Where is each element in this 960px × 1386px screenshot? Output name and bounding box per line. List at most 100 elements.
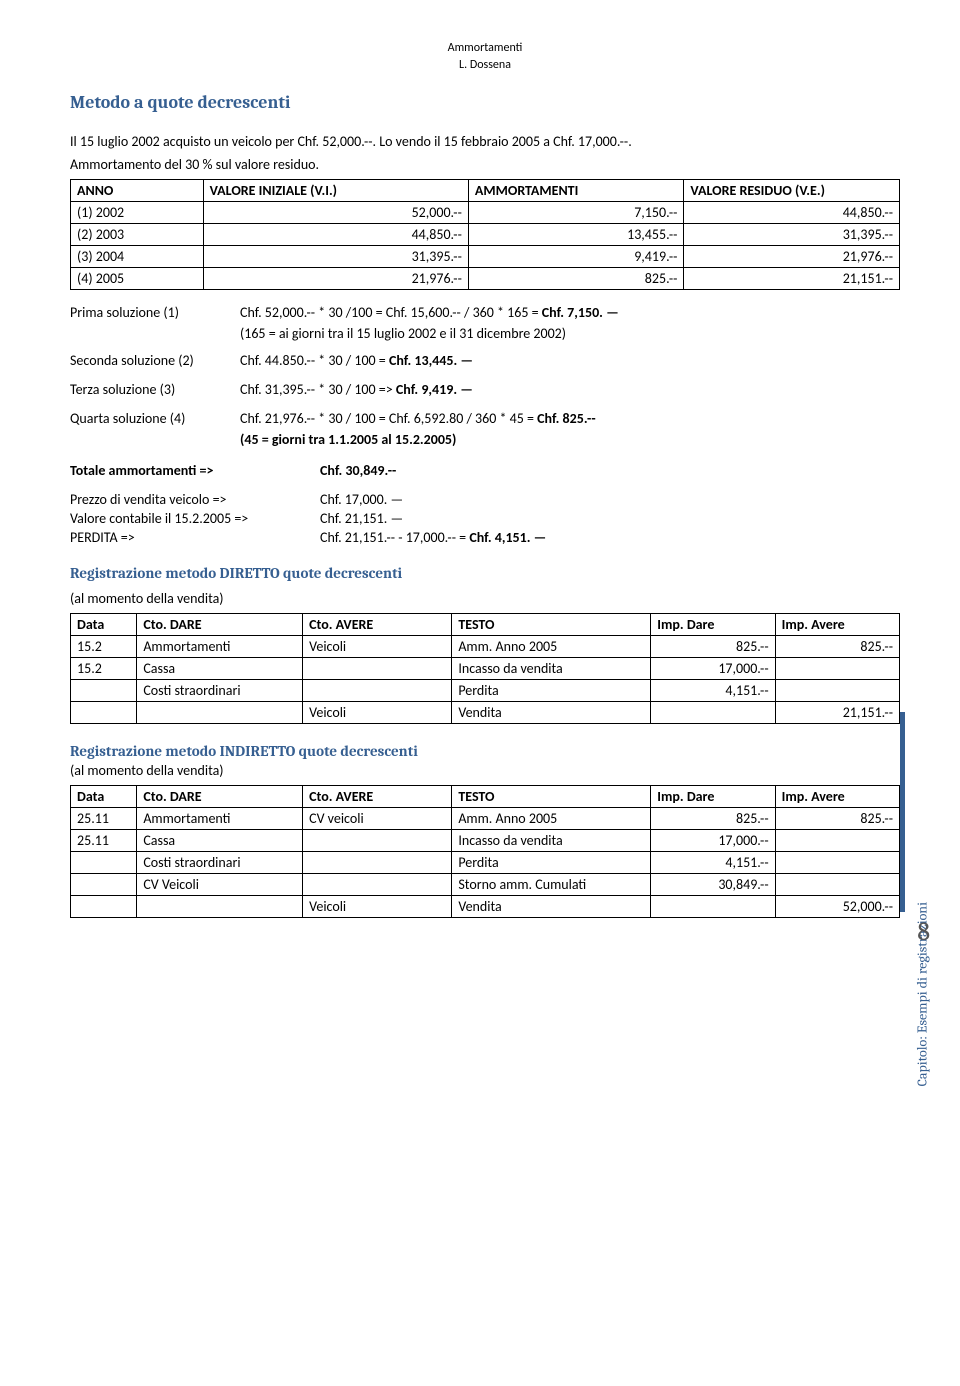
table-row: (3) 200431,395.--9,419.--21,976.-- bbox=[71, 245, 900, 267]
table-row: VeicoliVendita 21,151.-- bbox=[71, 701, 900, 723]
table-cell: Cassa bbox=[137, 657, 303, 679]
table-cell bbox=[775, 851, 899, 873]
sol4-text: Chf. 21,976.-- * 30 / 100 = Chf. 6,592.8… bbox=[240, 410, 900, 427]
sol4-note: (45 = giorni tra 1.1.2005 al 15.2.2005) bbox=[240, 431, 900, 448]
table-cell: 25.11 bbox=[71, 829, 137, 851]
table-cell bbox=[71, 679, 137, 701]
diretto-table: DataCto. DARECto. AVERETESTOImp. DareImp… bbox=[70, 613, 900, 724]
table-header: Cto. AVERE bbox=[303, 785, 452, 807]
note-diretto: (al momento della vendita) bbox=[70, 590, 900, 607]
table-cell bbox=[775, 657, 899, 679]
table-cell: CV Veicoli bbox=[137, 873, 303, 895]
table-row: (2) 200344,850.--13,455.--31,395.-- bbox=[71, 223, 900, 245]
amortization-table: ANNOVALORE INIZIALE (V.I.)AMMORTAMENTIVA… bbox=[70, 179, 900, 290]
table-row: 25.11Cassa Incasso da vendita17,000.-- bbox=[71, 829, 900, 851]
table-header: Imp. Avere bbox=[775, 613, 899, 635]
table-cell: 13,455.-- bbox=[468, 223, 684, 245]
table-cell: 52,000.-- bbox=[203, 201, 468, 223]
table-cell: 825.-- bbox=[651, 807, 775, 829]
table-cell: 21,976.-- bbox=[203, 267, 468, 289]
indiretto-table: DataCto. DARECto. AVERETESTOImp. DareImp… bbox=[70, 785, 900, 918]
table-cell: Ammortamenti bbox=[137, 635, 303, 657]
table-header: Imp. Avere bbox=[775, 785, 899, 807]
table-cell: Vendita bbox=[452, 895, 651, 917]
table-cell bbox=[71, 701, 137, 723]
side-accent-bar bbox=[900, 712, 905, 912]
table-cell: Incasso da vendita bbox=[452, 829, 651, 851]
table-cell: Storno amm. Cumulati bbox=[452, 873, 651, 895]
table-cell: Costi straordinari bbox=[137, 851, 303, 873]
table-cell: (1) 2002 bbox=[71, 201, 204, 223]
table-cell: (4) 2005 bbox=[71, 267, 204, 289]
table-cell: (3) 2004 bbox=[71, 245, 204, 267]
table-cell bbox=[775, 679, 899, 701]
page-title: Metodo a quote decrescenti bbox=[70, 92, 900, 113]
table-header: VALORE INIZIALE (V.I.) bbox=[203, 179, 468, 201]
table-row: Costi straordinariPerdita4,151.-- bbox=[71, 679, 900, 701]
table-cell bbox=[651, 701, 775, 723]
table-row: 15.2AmmortamentiVeicoliAmm. Anno 2005825… bbox=[71, 635, 900, 657]
tot2-val: Chf. 17,000. — bbox=[320, 491, 900, 508]
intro-1: Il 15 luglio 2002 acquisto un veicolo pe… bbox=[70, 133, 900, 150]
table-cell bbox=[71, 851, 137, 873]
tot1-label: Totale ammortamenti => bbox=[70, 462, 320, 479]
table-cell: 17,000.-- bbox=[651, 829, 775, 851]
table-cell bbox=[303, 873, 452, 895]
doc-header: Ammortamenti L. Dossena bbox=[70, 40, 900, 74]
table-header: VALORE RESIDUO (V.E.) bbox=[684, 179, 900, 201]
table-cell: 21,151.-- bbox=[775, 701, 899, 723]
table-cell: 825.-- bbox=[651, 635, 775, 657]
table-cell: 44,850.-- bbox=[203, 223, 468, 245]
table-cell: 4,151.-- bbox=[651, 679, 775, 701]
table-row: VeicoliVendita52,000.-- bbox=[71, 895, 900, 917]
header-line1: Ammortamenti bbox=[70, 40, 900, 57]
table-cell: 31,395.-- bbox=[684, 223, 900, 245]
solutions-block: Prima soluzione (1) Chf. 52,000.-- * 30 … bbox=[70, 304, 900, 448]
table-header: AMMORTAMENTI bbox=[468, 179, 684, 201]
table-header: Data bbox=[71, 613, 137, 635]
table-cell: 825.-- bbox=[468, 267, 684, 289]
table-cell: 30,849.-- bbox=[651, 873, 775, 895]
page-number: 8 bbox=[917, 917, 930, 947]
subsection-diretto: Registrazione metodo DIRETTO quote decre… bbox=[70, 564, 900, 582]
table-cell bbox=[137, 895, 303, 917]
table-cell: Veicoli bbox=[303, 635, 452, 657]
sol3-label: Terza soluzione (3) bbox=[70, 381, 240, 398]
table-cell: Perdita bbox=[452, 851, 651, 873]
table-cell bbox=[775, 873, 899, 895]
table-cell bbox=[137, 701, 303, 723]
tot3-val: Chf. 21,151. — bbox=[320, 510, 900, 527]
table-cell: Amm. Anno 2005 bbox=[452, 635, 651, 657]
tot4-val: Chf. 21,151.-- - 17,000.-- = Chf. 4,151.… bbox=[320, 529, 900, 546]
table-cell: 52,000.-- bbox=[775, 895, 899, 917]
table-header: Imp. Dare bbox=[651, 785, 775, 807]
table-row: (1) 200252,000.--7,150.--44,850.-- bbox=[71, 201, 900, 223]
table-header: Imp. Dare bbox=[651, 613, 775, 635]
sol1-note: (165 = ai giorni tra il 15 luglio 2002 e… bbox=[240, 325, 900, 342]
tot2-label: Prezzo di vendita veicolo => bbox=[70, 491, 320, 508]
table-cell: 4,151.-- bbox=[651, 851, 775, 873]
table-cell: Ammortamenti bbox=[137, 807, 303, 829]
table-cell bbox=[303, 679, 452, 701]
table-header: TESTO bbox=[452, 613, 651, 635]
table-cell: 31,395.-- bbox=[203, 245, 468, 267]
table-cell: 21,151.-- bbox=[684, 267, 900, 289]
table-cell: Cassa bbox=[137, 829, 303, 851]
table-cell: 21,976.-- bbox=[684, 245, 900, 267]
table-cell bbox=[775, 829, 899, 851]
table-cell: Vendita bbox=[452, 701, 651, 723]
table-row: (4) 200521,976.--825.--21,151.-- bbox=[71, 267, 900, 289]
table-row: CV Veicoli Storno amm. Cumulati30,849.-- bbox=[71, 873, 900, 895]
table-cell bbox=[71, 873, 137, 895]
table-cell: Veicoli bbox=[303, 701, 452, 723]
table-cell: 25.11 bbox=[71, 807, 137, 829]
table-cell bbox=[71, 895, 137, 917]
sol1-text: Chf. 52,000.-- * 30 /100 = Chf. 15,600.-… bbox=[240, 304, 900, 321]
table-cell: 17,000.-- bbox=[651, 657, 775, 679]
table-cell bbox=[303, 851, 452, 873]
table-cell: Amm. Anno 2005 bbox=[452, 807, 651, 829]
sol2-label: Seconda soluzione (2) bbox=[70, 352, 240, 369]
table-cell: 44,850.-- bbox=[684, 201, 900, 223]
sol3-text: Chf. 31,395.-- * 30 / 100 => Chf. 9,419.… bbox=[240, 381, 900, 398]
table-cell: 7,150.-- bbox=[468, 201, 684, 223]
